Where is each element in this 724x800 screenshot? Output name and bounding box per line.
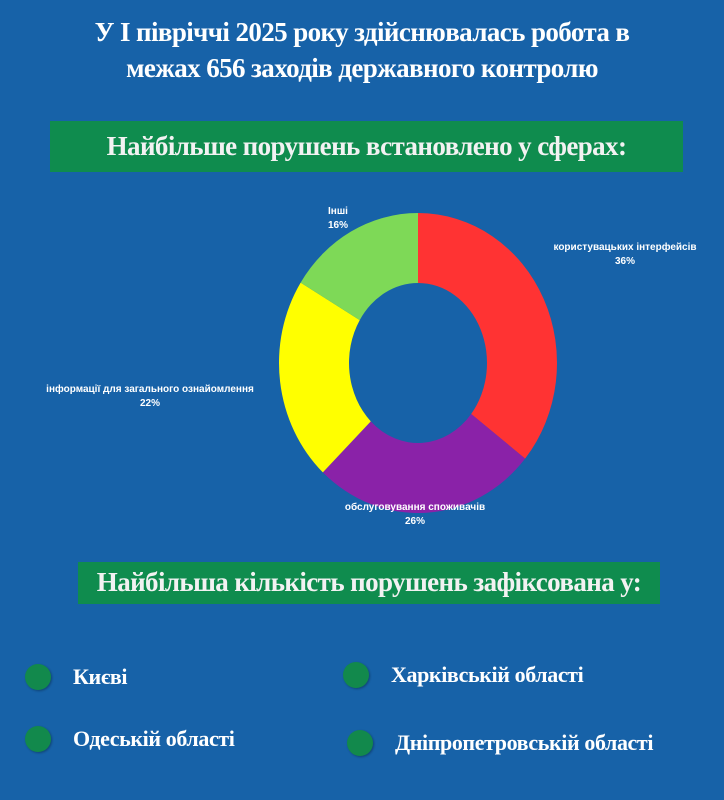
slice-category-label: Інші (328, 206, 348, 217)
region-label: Харківській області (391, 662, 584, 687)
slice-category-label: інформації для загального ознайомлення (46, 383, 254, 395)
region-item: Харківській області (343, 662, 584, 688)
page-title: У І півріччі 2025 року здійснювалась роб… (0, 14, 724, 86)
title-line-2: межах 656 заходів державного контролю (126, 53, 598, 83)
region-label: Дніпропетровській області (395, 730, 654, 755)
region-label: Києві (73, 664, 128, 689)
region-item: Києві (25, 664, 128, 690)
donut-chart: користувацьких інтерфейсів 36% обслуговува… (46, 206, 696, 527)
donut-slice (418, 213, 557, 459)
bullet-icon (25, 726, 51, 752)
bullet-icon (343, 662, 369, 688)
slice-category-label: обслуговування споживачів (345, 501, 485, 513)
slice-value-label: 22% (140, 398, 160, 409)
region-label: Одеській області (73, 726, 235, 751)
region-item: Одеській області (25, 726, 235, 752)
region-item: Дніпропетровській області (347, 730, 653, 756)
donut-slice (279, 282, 371, 473)
slice-value-label: 26% (405, 516, 425, 527)
slice-value-label: 16% (328, 220, 348, 231)
slice-category-label: користувацьких інтерфейсів (553, 241, 696, 253)
bullet-icon (25, 664, 51, 690)
title-line-1: У І півріччі 2025 року здійснювалась роб… (94, 17, 630, 47)
donut-slice (322, 413, 526, 513)
donut-slice (300, 213, 418, 321)
bullet-icon (347, 730, 373, 756)
spheres-banner: Найбільше порушень встановлено у сферах: (50, 121, 683, 172)
slice-value-label: 36% (615, 256, 635, 267)
regions-banner: Найбільша кількість порушень зафіксована… (78, 562, 660, 604)
